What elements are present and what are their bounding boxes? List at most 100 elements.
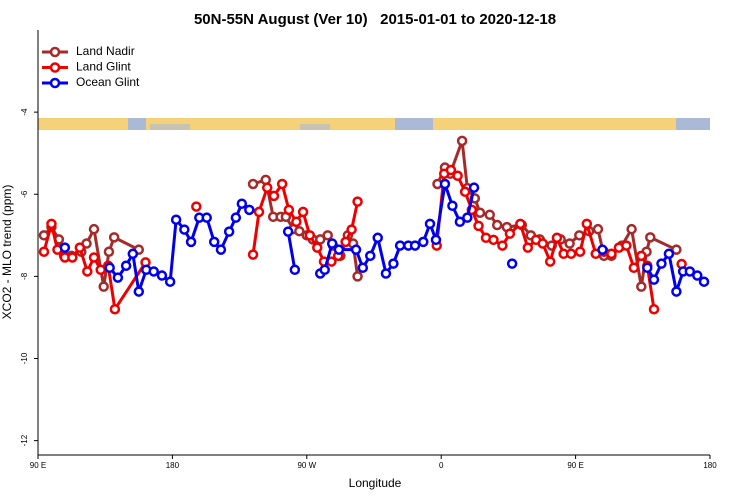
data-point [319, 264, 330, 276]
data-point [261, 182, 273, 193]
data-point [291, 216, 302, 228]
data-point [551, 232, 563, 244]
data-point [648, 303, 660, 315]
data-point [304, 230, 316, 241]
y-tick-label: -6 [20, 190, 29, 198]
data-point [283, 204, 295, 216]
data-point [394, 240, 406, 251]
data-point [606, 248, 617, 260]
data-point [418, 236, 429, 248]
data-point [268, 190, 280, 202]
data-point [104, 262, 115, 274]
data-point [201, 212, 212, 223]
data-point [350, 244, 362, 255]
legend-marker [49, 62, 61, 73]
data-point [642, 262, 653, 274]
data-point [445, 164, 457, 176]
data-point [156, 270, 168, 281]
data-point [103, 246, 115, 257]
data-point [447, 200, 458, 211]
data-point [497, 240, 508, 251]
data-point [468, 182, 480, 193]
data-point [581, 218, 593, 230]
data-point [170, 214, 182, 225]
data-point [388, 258, 399, 269]
data-point [506, 258, 518, 269]
data-point [574, 230, 585, 241]
data-point [297, 206, 309, 218]
data-point [365, 250, 376, 262]
data-point [430, 234, 442, 246]
data-point [247, 178, 259, 190]
data-point [59, 242, 71, 253]
data-point [692, 270, 703, 281]
data-point [46, 218, 57, 230]
data-point [38, 246, 50, 257]
data-point [333, 244, 345, 255]
data-point [439, 178, 451, 190]
data-point [38, 230, 50, 241]
data-point [357, 262, 369, 274]
legend-label: Ocean Glint [76, 75, 140, 89]
data-point [352, 196, 363, 207]
data-point [452, 170, 463, 182]
data-point [247, 249, 259, 260]
data-point [409, 240, 421, 251]
data-point [424, 218, 436, 230]
legend-marker [49, 77, 61, 89]
data-point [621, 240, 632, 251]
data-point [454, 216, 466, 228]
data-point [98, 281, 109, 292]
data-point [565, 248, 577, 260]
x-tick-label: 0 [439, 461, 444, 470]
y-tick-label: -8 [20, 272, 29, 280]
legend-label: Land Nadir [76, 44, 135, 58]
data-point [340, 236, 351, 248]
data-point [459, 186, 471, 198]
data-point [253, 206, 265, 218]
data-point [289, 264, 301, 276]
data-point [230, 212, 242, 223]
x-tick-label: 90 E [30, 461, 46, 470]
data-point [504, 228, 516, 239]
data-point [636, 281, 647, 292]
data-point [95, 264, 106, 276]
data-point [456, 135, 468, 147]
data-point [164, 276, 176, 287]
data-point [592, 223, 604, 235]
x-tick-label: 90 E [567, 461, 583, 470]
data-point [473, 220, 484, 232]
data-point [282, 226, 294, 237]
x-tick-label: 180 [703, 461, 717, 470]
y-tick-label: -4 [20, 108, 29, 116]
data-point [88, 252, 100, 263]
data-point [244, 204, 255, 216]
legend-label: Land Glint [76, 60, 131, 74]
data-point [544, 256, 556, 267]
data-point [112, 272, 124, 283]
y-tick-label: -12 [20, 434, 29, 446]
data-point [372, 232, 383, 244]
data-point [312, 242, 323, 253]
data-point [74, 242, 86, 253]
data-point [294, 225, 305, 237]
data-point [120, 260, 132, 271]
data-point [488, 234, 499, 246]
data-point [474, 207, 486, 218]
data-point [645, 232, 656, 243]
data-point [236, 198, 248, 209]
legend-marker [49, 46, 61, 58]
data-point [628, 262, 640, 274]
data-point [133, 286, 145, 297]
data-point [108, 232, 120, 243]
data-point [346, 224, 357, 235]
y-tick-label: -10 [20, 352, 29, 364]
series-line [108, 182, 706, 294]
data-point [491, 219, 503, 231]
data-point [564, 238, 575, 249]
land-mask-strip [38, 118, 710, 130]
y-axis-title: XCO2 - MLO trend (ppm) [0, 185, 14, 320]
data-point [109, 303, 121, 315]
